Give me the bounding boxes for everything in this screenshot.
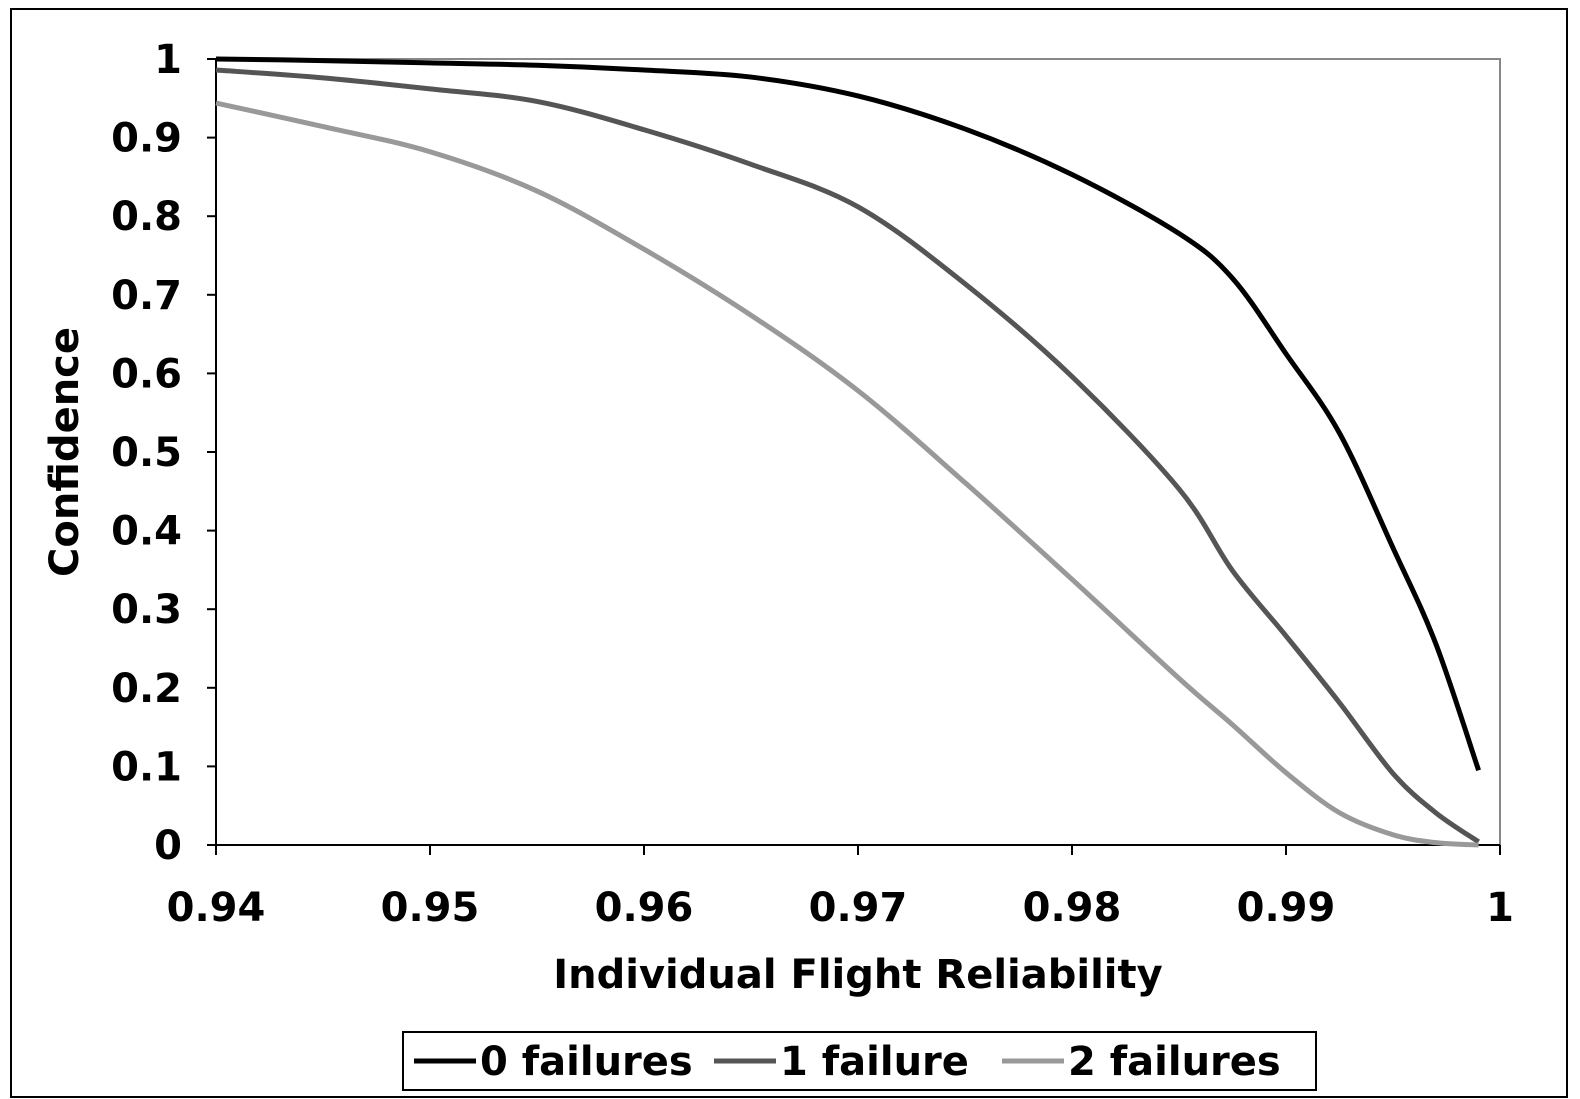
y-tick-label: 0.2 [111, 666, 182, 712]
x-tick-label: 0.98 [1023, 885, 1122, 931]
y-tick-label: 0.9 [111, 116, 182, 162]
x-tick-label: 1 [1486, 885, 1514, 931]
series-line-2 [215, 100, 1479, 848]
series-line-1 [215, 67, 1481, 844]
y-axis-ticks: 0 0.1 0.2 0.3 0.4 0.5 0.6 0.7 0.8 0.9 1 [111, 37, 216, 869]
y-tick-label: 0.4 [111, 509, 182, 555]
y-tick-label: 1 [154, 37, 182, 83]
legend-label-2: 2 failures [1068, 1039, 1281, 1085]
legend-box [402, 1031, 1317, 1091]
x-tick-label: 0.96 [595, 885, 694, 931]
y-tick-label: 0.1 [111, 744, 182, 790]
y-tick-label: 0.6 [111, 351, 182, 397]
plot-area [215, 58, 1501, 846]
x-axis-ticks: 0.94 0.95 0.96 0.97 0.98 0.99 1 [167, 845, 1514, 931]
legend-label-0: 0 failures [480, 1039, 693, 1085]
y-tick-label: 0.5 [111, 430, 182, 476]
y-axis-title: Confidence [42, 327, 88, 577]
y-tick-label: 0.7 [111, 273, 182, 319]
y-tick-label: 0 [154, 823, 182, 869]
x-tick-label: 0.95 [381, 885, 480, 931]
y-tick-label: 0.8 [111, 194, 182, 240]
series-line-0 [215, 56, 1481, 772]
series-lines [215, 56, 1481, 848]
x-tick-label: 0.94 [167, 885, 266, 931]
y-tick-label: 0.3 [111, 587, 182, 633]
x-tick-label: 0.97 [809, 885, 908, 931]
legend: 0 failures 1 failure 2 failures [402, 1031, 1317, 1091]
x-axis-title: Individual Flight Reliability [553, 952, 1162, 998]
x-tick-label: 0.99 [1237, 885, 1336, 931]
legend-label-1: 1 failure [780, 1039, 969, 1085]
